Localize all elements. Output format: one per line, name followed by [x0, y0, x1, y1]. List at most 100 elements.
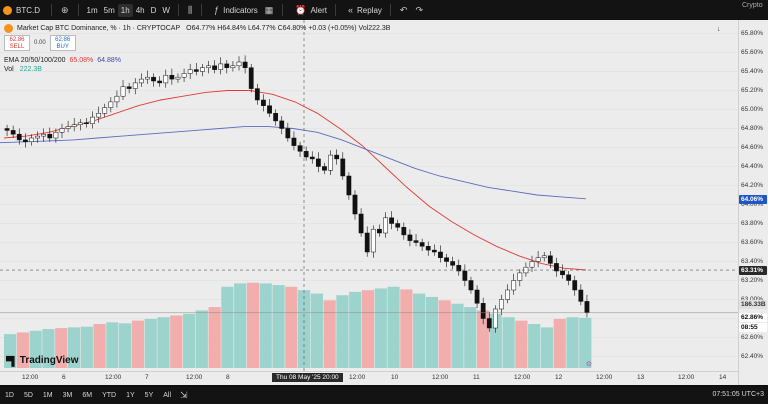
redo-icon[interactable]: ↷ — [415, 4, 423, 15]
goto-date-icon[interactable]: ⇲ — [180, 390, 188, 400]
undo-icon[interactable]: ↶ — [399, 4, 408, 15]
range-ytd[interactable]: YTD — [102, 392, 117, 399]
alert-button[interactable]: ⏰ Alert — [288, 3, 330, 18]
candle-body — [572, 280, 578, 291]
range-5d[interactable]: 5D — [23, 392, 33, 399]
price-tick-label: 62.40% — [741, 352, 764, 360]
candle — [218, 57, 224, 75]
range-6m[interactable]: 6M — [82, 392, 93, 399]
time-tick-label: 12:00 — [349, 374, 366, 381]
add-symbol-icon[interactable]: ⊕ — [61, 4, 69, 15]
interval-w[interactable]: W — [162, 5, 170, 15]
time-tick-label: 12:00 — [432, 374, 449, 381]
candle — [212, 60, 217, 74]
time-tick-label: 6 — [62, 374, 66, 381]
candle — [425, 241, 431, 256]
volume-bar — [464, 307, 477, 368]
range-1d[interactable]: 1D — [5, 392, 14, 399]
symbol-search[interactable]: BTC.D — [0, 0, 46, 20]
crosshair-time-tag: Thu 08 May '25 20:00 — [272, 373, 343, 382]
ema-legend[interactable]: EMA 20/50/100/200 65.08% 64.88% — [4, 57, 390, 64]
candle-body — [578, 289, 584, 302]
volume-bar — [451, 303, 464, 368]
time-tick-label: 14 — [719, 374, 727, 381]
interval-4h[interactable]: 4h — [135, 5, 145, 15]
candle-body — [254, 88, 260, 101]
clock[interactable]: 07:51:05 UTC+3 — [712, 391, 764, 398]
volume-bar — [515, 320, 528, 368]
interval-d[interactable]: D — [150, 5, 157, 15]
interval-1m[interactable]: 1m — [86, 5, 98, 15]
time-tick-label: 12:00 — [678, 374, 695, 381]
range-all[interactable]: All — [163, 392, 172, 399]
range-5y[interactable]: 5Y — [144, 392, 154, 399]
candle-body — [138, 78, 144, 84]
volume-legend[interactable]: Vol 222.3B — [4, 66, 390, 73]
candle-body — [419, 242, 425, 247]
candle — [291, 131, 297, 151]
interval-1h[interactable]: 1h — [117, 3, 133, 17]
candle — [199, 63, 205, 77]
volume-bar — [55, 328, 68, 368]
candle-body — [206, 65, 211, 68]
candle-body — [554, 263, 559, 272]
ema-value-fast: 65.08% — [69, 57, 94, 64]
price-tick-label: 65.40% — [741, 67, 764, 75]
chart-panel[interactable]: ↓ ⊙ — [0, 20, 738, 385]
divider — [201, 4, 203, 16]
candle-body — [474, 289, 480, 304]
candle — [102, 103, 108, 118]
candle-body — [395, 223, 401, 228]
event-marker-icon[interactable]: ⊙ — [586, 361, 592, 368]
candle — [84, 118, 89, 128]
trade-buttons: 62.86 SELL 0.00 62.86 BUY — [4, 35, 390, 51]
candle — [261, 94, 266, 112]
candle-body — [84, 122, 89, 125]
candle — [138, 73, 144, 87]
templates-icon[interactable]: ▦ — [264, 4, 274, 15]
candle — [541, 252, 547, 262]
ema-fast-line — [3, 90, 587, 271]
range-1m[interactable]: 1M — [42, 392, 53, 399]
volume-bar — [489, 313, 502, 368]
sell-button[interactable]: 62.86 SELL — [4, 35, 30, 51]
candle — [572, 275, 578, 296]
watchlist-label: Crypto — [742, 2, 763, 9]
replay-button[interactable]: « Replay — [341, 3, 385, 17]
volume-bar — [336, 295, 349, 368]
volume-bar — [438, 300, 451, 368]
volume-bar — [170, 315, 183, 368]
range-1y[interactable]: 1Y — [126, 392, 135, 399]
candle-body — [193, 69, 199, 72]
candle — [511, 273, 517, 295]
candle-body — [16, 133, 22, 141]
candle — [438, 245, 443, 263]
interval-5m[interactable]: 5m — [103, 5, 115, 15]
time-axis[interactable]: 12:00 6 12:00 7 12:00 8 12:00 10 12:00 11 12:00 12 1… — [0, 371, 738, 385]
range-3m[interactable]: 3M — [62, 392, 73, 399]
tradingview-icon: ▀▌ — [6, 355, 18, 366]
chart-title[interactable]: Market Cap BTC Dominance, % · 1h · CRYPT… — [17, 25, 181, 32]
indicators-button[interactable]: ƒ Indicators — [207, 3, 261, 17]
candle-body — [29, 137, 34, 143]
price-chart[interactable] — [0, 20, 738, 385]
candle — [108, 97, 114, 113]
alert-label: Alert — [310, 5, 327, 15]
scroll-down-icon[interactable]: ↓ — [717, 26, 721, 33]
logo-text: TradingView — [19, 355, 79, 366]
candle-body — [218, 63, 224, 70]
divider — [51, 4, 52, 16]
volume-bar — [42, 329, 55, 368]
volume-bar — [361, 290, 375, 368]
price-axis[interactable]: 65.80% 65.60% 65.40% 65.20% 65.00% 64.80% 64.6… — [738, 20, 768, 385]
spread-value: 0.00 — [34, 40, 46, 46]
buy-button[interactable]: 62.86 BUY — [49, 35, 76, 51]
candle-style-icon[interactable]: ⫼ — [187, 4, 193, 15]
time-tick-label: 12 — [555, 374, 563, 381]
volume-bar — [234, 283, 247, 368]
candle — [407, 229, 413, 247]
tradingview-logo[interactable]: ▀▌ TradingView — [6, 355, 79, 366]
watchlist-panel-tab[interactable]: Crypto — [740, 0, 768, 20]
ema-price-tag: 64.06% — [739, 194, 767, 204]
candle-body — [541, 255, 547, 258]
